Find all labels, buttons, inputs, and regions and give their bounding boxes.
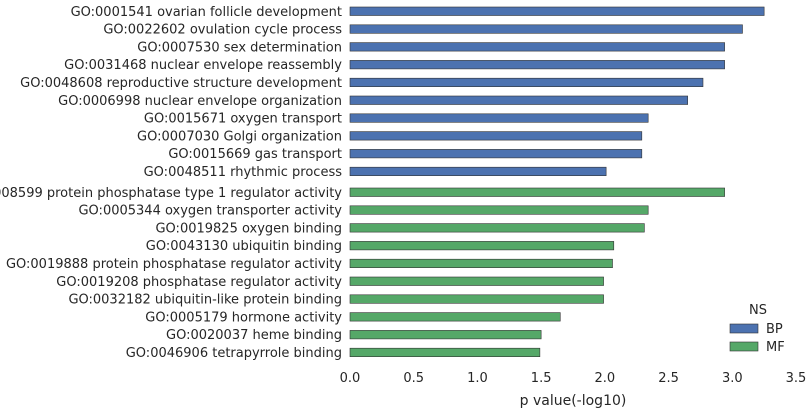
legend-label-mf: MF bbox=[766, 340, 785, 355]
category-label: GO:0005344 oxygen transporter activity bbox=[78, 204, 342, 219]
category-label: GO:0005179 hormone activity bbox=[145, 310, 342, 325]
category-label: GO:0019888 protein phosphatase regulator… bbox=[6, 257, 342, 272]
legend-swatch-mf bbox=[729, 341, 759, 352]
category-label: GO:0043130 ubiquitin binding bbox=[146, 239, 342, 254]
category-label: GO:0048608 reproductive structure develo… bbox=[20, 76, 342, 91]
x-tick-label: 2.5 bbox=[658, 371, 679, 386]
category-label: GO:0007530 sex determination bbox=[137, 40, 342, 55]
category-labels: GO:0001541 ovarian follicle development G… bbox=[0, 5, 342, 361]
bar-bp-7 bbox=[349, 113, 649, 123]
bar-bp-9 bbox=[349, 149, 643, 159]
x-axis-ticks: 0.0 0.5 1.0 1.5 2.0 2.5 3.0 3.5 bbox=[340, 371, 807, 386]
category-label: GO:0048511 rhythmic process bbox=[144, 165, 343, 180]
bar-bp-1 bbox=[349, 6, 765, 16]
category-label: GO:0001541 ovarian follicle development bbox=[71, 5, 342, 20]
bar-mf-14 bbox=[349, 241, 615, 251]
bar-mf-15 bbox=[349, 258, 613, 269]
bar-bp-5 bbox=[349, 77, 704, 87]
legend-entries: BP MF bbox=[729, 322, 785, 355]
x-tick-label: 2.0 bbox=[595, 371, 616, 386]
bar-bp-10 bbox=[349, 166, 607, 176]
category-label: GO:0022602 ovulation cycle process bbox=[103, 23, 342, 38]
bar-mf-16 bbox=[349, 276, 604, 286]
bar-mf-13 bbox=[349, 223, 645, 233]
bar-bp-4 bbox=[349, 60, 725, 70]
x-tick-label: 1.5 bbox=[531, 371, 552, 386]
category-label: GO:0008599 protein phosphatase type 1 re… bbox=[0, 186, 342, 201]
category-label: GO:0046906 tetrapyrrole binding bbox=[126, 346, 342, 361]
bar-bp-8 bbox=[349, 131, 643, 141]
bar-mf-17 bbox=[349, 294, 604, 304]
bar-bp-2 bbox=[349, 24, 743, 34]
category-label: GO:0006998 nuclear envelope organization bbox=[58, 94, 342, 109]
bars-layer bbox=[349, 6, 765, 358]
category-label: GO:0019208 phosphatase regulator activit… bbox=[56, 275, 342, 290]
category-label: GO:0032182 ubiquitin-like protein bindin… bbox=[68, 293, 342, 308]
x-tick-label: 0.5 bbox=[403, 371, 424, 386]
category-label: GO:0020037 heme binding bbox=[166, 328, 342, 343]
legend-label-bp: BP bbox=[766, 322, 783, 337]
bar-mf-20 bbox=[349, 347, 541, 358]
category-label: GO:0015671 oxygen transport bbox=[144, 112, 342, 127]
bar-mf-11 bbox=[349, 187, 725, 197]
category-label: GO:0031468 nuclear envelope reassembly bbox=[64, 58, 342, 73]
x-axis-label: p value(-log10) bbox=[520, 393, 627, 409]
x-tick-label: 3.0 bbox=[722, 371, 743, 386]
legend-swatch-bp bbox=[729, 323, 759, 334]
x-tick-label: 1.0 bbox=[467, 371, 488, 386]
bar-mf-19 bbox=[349, 330, 542, 340]
category-label: GO:0015669 gas transport bbox=[168, 147, 342, 162]
bar-mf-12 bbox=[349, 205, 649, 215]
bar-bp-3 bbox=[349, 42, 725, 52]
category-label: GO:0019825 oxygen binding bbox=[155, 221, 342, 236]
category-label: GO:0007030 Golgi organization bbox=[137, 129, 342, 144]
legend: NS BP MF bbox=[729, 303, 785, 355]
bar-mf-18 bbox=[349, 312, 561, 322]
legend-title: NS bbox=[749, 303, 767, 318]
x-tick-label: 0.0 bbox=[340, 371, 361, 386]
x-tick-label: 3.5 bbox=[786, 371, 807, 386]
bar-bp-6 bbox=[349, 95, 688, 105]
